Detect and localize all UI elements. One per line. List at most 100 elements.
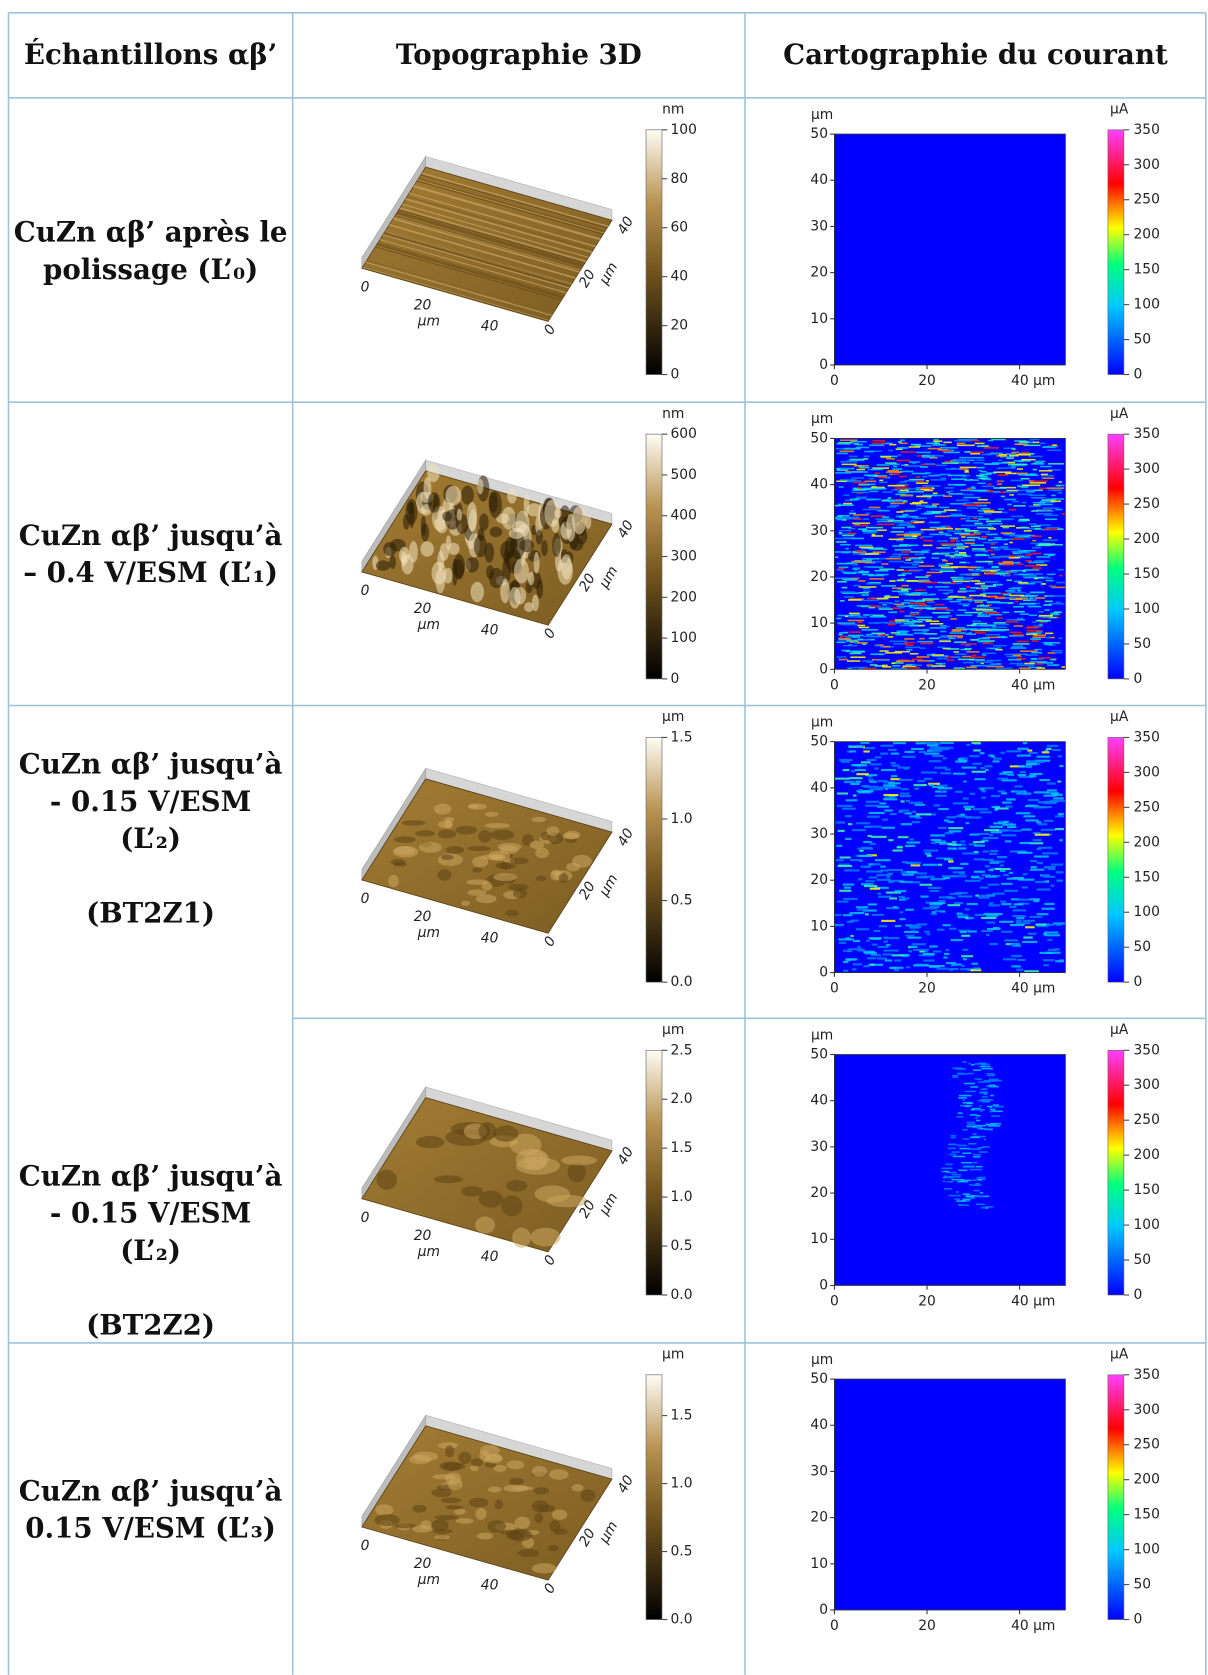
map-texture <box>1029 597 1034 599</box>
map-texture <box>1006 655 1022 658</box>
topo-texture <box>523 492 530 517</box>
map-texture <box>870 937 882 940</box>
map-texture <box>843 448 859 451</box>
topo-texture <box>531 594 539 612</box>
topo-y-label: 0 <box>541 934 559 950</box>
map-texture <box>961 964 965 967</box>
map-texture <box>841 526 852 529</box>
topo-texture <box>374 1514 400 1527</box>
map-texture <box>874 859 891 862</box>
sample-name: – 0.4 V/ESM (L’₁) <box>23 556 278 589</box>
map-texture <box>891 468 903 470</box>
map-texture <box>969 792 976 795</box>
topo-texture <box>392 845 419 858</box>
map-texture <box>871 913 884 916</box>
map-texture <box>972 517 978 519</box>
map-texture <box>977 482 986 485</box>
map-texture <box>844 780 856 783</box>
map-texture <box>1001 792 1007 795</box>
topo-texture <box>382 234 570 289</box>
topo-colorbar-label: 300 <box>671 549 697 565</box>
map-texture <box>1055 923 1062 926</box>
current-colorbar-label: 350 <box>1133 1042 1159 1058</box>
map-texture <box>911 462 917 465</box>
map-texture <box>956 614 973 616</box>
map-texture <box>1002 771 1014 774</box>
map-texture <box>1018 520 1027 522</box>
map-texture <box>850 934 854 938</box>
topo-colorbar-label: 0.0 <box>671 1287 693 1303</box>
topo-x-label: 40 <box>481 1249 499 1265</box>
map-texture <box>987 563 993 565</box>
topo-texture <box>476 1532 494 1540</box>
map-texture <box>972 1069 982 1071</box>
map-texture <box>904 464 909 466</box>
map-texture <box>926 654 932 656</box>
map-texture <box>883 784 896 787</box>
map-texture <box>1034 663 1044 665</box>
map-texture <box>1030 658 1038 660</box>
map-texture <box>1030 760 1045 763</box>
map-texture <box>904 532 920 534</box>
map-texture <box>1034 855 1049 858</box>
topo-texture <box>517 1549 540 1557</box>
map-texture <box>944 487 954 489</box>
map-texture <box>923 849 938 852</box>
map-texture <box>899 918 906 921</box>
map-texture <box>1050 884 1055 887</box>
map-texture <box>961 517 970 520</box>
map-texture <box>966 624 975 627</box>
map-x-tick-label: 20 <box>918 981 936 997</box>
map-texture <box>911 821 921 824</box>
map-texture <box>934 603 945 606</box>
map-texture <box>951 460 967 463</box>
map-texture <box>953 772 966 775</box>
map-texture <box>852 487 859 490</box>
map-texture <box>1053 797 1064 800</box>
map-texture <box>986 647 992 650</box>
map-texture <box>835 924 844 927</box>
map-texture <box>938 563 947 566</box>
map-texture <box>956 1072 964 1075</box>
map-texture <box>874 644 879 647</box>
map-texture <box>843 961 849 964</box>
map-texture <box>962 1128 968 1131</box>
map-texture <box>838 515 850 517</box>
topo-colorbar <box>645 129 663 375</box>
topo-texture <box>546 826 560 836</box>
map-texture <box>868 775 873 778</box>
map-texture <box>982 607 1001 609</box>
map-texture <box>876 786 892 789</box>
map-texture <box>952 580 970 583</box>
map-texture <box>1002 533 1015 536</box>
map-texture <box>918 872 927 875</box>
map-texture <box>870 515 886 517</box>
map-texture <box>1057 492 1063 494</box>
map-texture <box>934 442 939 444</box>
map-texture <box>1028 775 1037 778</box>
map-texture <box>966 1121 976 1124</box>
map-texture <box>1029 842 1044 845</box>
map-texture <box>1010 647 1027 649</box>
map-texture <box>937 616 949 618</box>
map-texture <box>948 493 963 495</box>
map-texture <box>1009 662 1024 665</box>
map-texture <box>1043 616 1050 618</box>
map-texture <box>851 829 866 832</box>
map-texture <box>1020 486 1028 489</box>
map-texture <box>916 451 931 454</box>
map-texture <box>893 465 897 468</box>
map-texture <box>884 462 897 464</box>
map-texture <box>928 748 944 751</box>
map-texture <box>952 802 969 805</box>
map-texture <box>838 941 847 944</box>
current-colorbar-label: 100 <box>1133 1217 1159 1233</box>
map-texture <box>878 925 888 928</box>
map-texture <box>912 517 927 519</box>
map-x-tick-label: 0 <box>830 1293 839 1309</box>
current-colorbar-label: 350 <box>1133 122 1159 138</box>
map-texture <box>899 481 907 483</box>
topo-texture <box>507 487 517 504</box>
map-texture <box>998 454 1007 456</box>
map-texture <box>905 924 911 927</box>
